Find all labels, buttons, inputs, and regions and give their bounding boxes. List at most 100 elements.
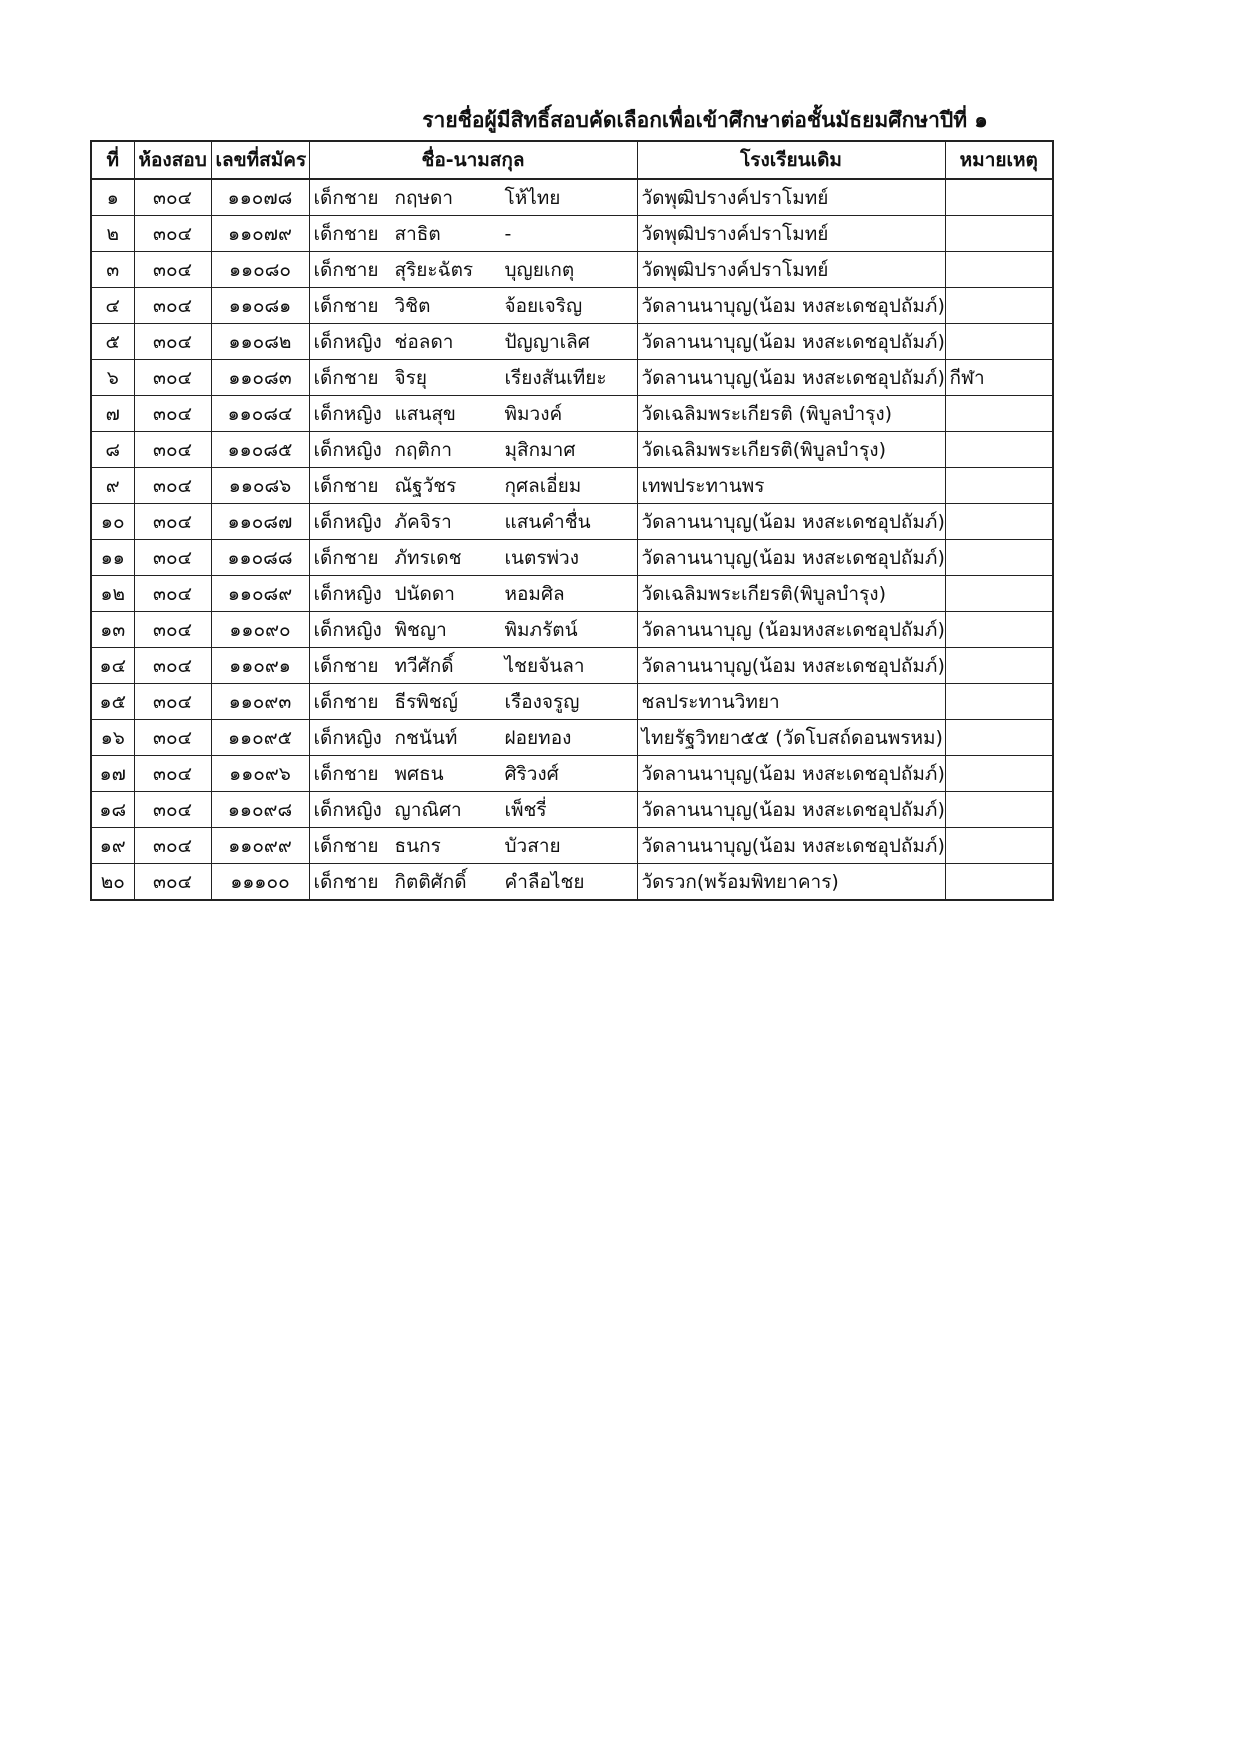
note bbox=[944, 467, 1054, 504]
row-number: ๑๘ bbox=[90, 791, 135, 828]
name-prefix: เด็กชาย bbox=[313, 654, 379, 677]
table-row: ๓๓๐๔ ๑๑๐๘๐ เด็กชาย สุริยะฉัตร บุญยเกตุ วัดพุฒ… bbox=[90, 251, 1054, 288]
exam-room: ๓๐๔ bbox=[133, 719, 212, 756]
row-number: ๑๖ bbox=[90, 719, 135, 756]
application-number: ๑๑๐๙๓ bbox=[210, 683, 310, 720]
name-prefix: เด็กชาย bbox=[313, 294, 379, 317]
application-number: ๑๑๐๗๘ bbox=[210, 178, 310, 216]
last-name: มุสิกมาศ bbox=[504, 438, 576, 461]
name-prefix: เด็กหญิง bbox=[313, 438, 382, 461]
row-number: ๑๐ bbox=[90, 503, 135, 540]
row-number: ๒๐ bbox=[90, 863, 135, 901]
row-number: ๓ bbox=[90, 251, 135, 288]
row-number: ๑ bbox=[90, 178, 135, 216]
exam-room: ๓๐๔ bbox=[133, 287, 212, 324]
name-prefix: เด็กหญิง bbox=[313, 798, 382, 821]
last-name: เพ็ชรี่ bbox=[504, 798, 547, 821]
full-name: เด็กชาย สุริยะฉัตร บุญยเกตุ bbox=[308, 251, 638, 288]
exam-room: ๓๐๔ bbox=[133, 755, 212, 792]
table-row: ๙๓๐๔ ๑๑๐๘๖ เด็กชาย ณัฐวัชร กุศลเอี่ยม เทพประท… bbox=[90, 467, 1054, 504]
table-row: ๑๙ ๓๐๔ ๑๑๐๙๙ เด็กชาย ธนกร บัวสาย วัดลานนาบุญ(น… bbox=[90, 827, 1054, 864]
table-header-row: ที่ ห้องสอบ เลขที่สมัคร ชื่อ-นามสกุล โรง… bbox=[90, 140, 1054, 180]
first-name: ช่อลดา bbox=[394, 330, 454, 353]
first-name: วิชิต bbox=[394, 294, 431, 317]
table-row: ๒๓๐๔ ๑๑๐๗๙ เด็กชาย สาธิต - วัดพุฒิปรางค์ปราโม… bbox=[90, 215, 1054, 252]
previous-school: วัดลานนาบุญ (น้อมหงสะเดชอุปถัมภ์) bbox=[636, 611, 946, 648]
application-number: ๑๑๐๘๖ bbox=[210, 467, 310, 504]
full-name: เด็กชาย ธนกร บัวสาย bbox=[308, 827, 638, 864]
name-prefix: เด็กชาย bbox=[313, 186, 379, 209]
last-name: บุญยเกตุ bbox=[504, 258, 575, 281]
table-row: ๑๓๐๔ ๑๑๐๗๘ เด็กชาย กฤษดา โห้ไทย วัดพุฒิปรางค์… bbox=[90, 178, 1054, 216]
row-number: ๙ bbox=[90, 467, 135, 504]
table-row: ๑๐ ๓๐๔ ๑๑๐๘๗ เด็กหญิง ภัคจิรา แสนคำชื่น วัดลาน… bbox=[90, 503, 1054, 540]
name-prefix: เด็กชาย bbox=[313, 366, 379, 389]
note bbox=[944, 251, 1054, 288]
full-name: เด็กหญิง ญาณิศา เพ็ชรี่ bbox=[308, 791, 638, 828]
previous-school: วัดเฉลิมพระเกียรติ (พิบูลบำรุง) bbox=[636, 395, 946, 432]
row-number: ๑๔ bbox=[90, 647, 135, 684]
first-name: ธนกร bbox=[394, 834, 441, 857]
row-number: ๕ bbox=[90, 323, 135, 360]
table-row: ๑๘ ๓๐๔ ๑๑๐๙๘ เด็กหญิง ญาณิศา เพ็ชรี่ วัดลานนาบ… bbox=[90, 791, 1054, 828]
name-prefix: เด็กหญิง bbox=[313, 726, 382, 749]
row-number: ๖ bbox=[90, 359, 135, 396]
full-name: เด็กชาย กิตติศักดิ์ คำลือไชย bbox=[308, 863, 638, 901]
application-number: ๑๑๐๙๕ bbox=[210, 719, 310, 756]
last-name: จ้อยเจริญ bbox=[504, 294, 583, 317]
name-prefix: เด็กชาย bbox=[313, 834, 379, 857]
table-row: ๖๓๐๔ ๑๑๐๘๓ เด็กชาย จิรยุ เรียงสันเทียะ วัดลาน… bbox=[90, 359, 1054, 396]
exam-room: ๓๐๔ bbox=[133, 251, 212, 288]
table-row: ๕๓๐๔ ๑๑๐๘๒ เด็กหญิง ช่อลดา ปัญญาเลิศ วัดลานนา… bbox=[90, 323, 1054, 360]
table-row: ๑๓ ๓๐๔ ๑๑๐๙๐ เด็กหญิง พิชญา พิมภรัตน์ วัดลานนา… bbox=[90, 611, 1054, 648]
previous-school: ไทยรัฐวิทยา๕๕ (วัดโบสถ์ดอนพรหม) bbox=[636, 719, 946, 756]
application-number: ๑๑๐๘๐ bbox=[210, 251, 310, 288]
full-name: เด็กชาย สาธิต - bbox=[308, 215, 638, 252]
full-name: เด็กหญิง พิชญา พิมภรัตน์ bbox=[308, 611, 638, 648]
name-prefix: เด็กหญิง bbox=[313, 582, 382, 605]
table-row: ๗๓๐๔ ๑๑๐๘๔ เด็กหญิง แสนสุข พิมวงค์ วัดเฉลิมพร… bbox=[90, 395, 1054, 432]
previous-school: วัดลานนาบุญ(น้อม หงสะเดชอุปถัมภ์) bbox=[636, 791, 946, 828]
name-prefix: เด็กชาย bbox=[313, 474, 379, 497]
note bbox=[944, 215, 1054, 252]
note bbox=[944, 683, 1054, 720]
application-number: ๑๑๐๙๘ bbox=[210, 791, 310, 828]
exam-room: ๓๐๔ bbox=[133, 431, 212, 468]
row-number: ๘ bbox=[90, 431, 135, 468]
name-prefix: เด็กชาย bbox=[313, 690, 379, 713]
row-number: ๒ bbox=[90, 215, 135, 252]
table-row: ๒๐ ๓๐๔ ๑๑๑๐๐ เด็กชาย กิตติศักดิ์ คำลือไชย วัดร… bbox=[90, 863, 1054, 901]
exam-room: ๓๐๔ bbox=[133, 827, 212, 864]
row-number: ๑๗ bbox=[90, 755, 135, 792]
note bbox=[944, 755, 1054, 792]
exam-room: ๓๐๔ bbox=[133, 467, 212, 504]
application-number: ๑๑๐๗๙ bbox=[210, 215, 310, 252]
full-name: เด็กชาย จิรยุ เรียงสันเทียะ bbox=[308, 359, 638, 396]
last-name: ไชยจันลา bbox=[504, 654, 585, 677]
note bbox=[944, 431, 1054, 468]
previous-school: วัดเฉลิมพระเกียรติ(พิบูลบำรุง) bbox=[636, 575, 946, 612]
name-prefix: เด็กชาย bbox=[313, 762, 379, 785]
table-row: ๔๓๐๔ ๑๑๐๘๑ เด็กชาย วิชิต จ้อยเจริญ วัดลานนาบุ… bbox=[90, 287, 1054, 324]
application-number: ๑๑๐๘๔ bbox=[210, 395, 310, 432]
full-name: เด็กชาย พศธน ศิริวงศ์ bbox=[308, 755, 638, 792]
note bbox=[944, 287, 1054, 324]
previous-school: วัดลานนาบุญ(น้อม หงสะเดชอุปถัมภ์) bbox=[636, 755, 946, 792]
first-name: ภัทรเดช bbox=[394, 546, 462, 569]
first-name: ปนัดดา bbox=[394, 582, 455, 605]
application-number: ๑๑๐๘๗ bbox=[210, 503, 310, 540]
exam-room: ๓๐๔ bbox=[133, 359, 212, 396]
application-number: ๑๑๐๙๐ bbox=[210, 611, 310, 648]
previous-school: วัดลานนาบุญ(น้อม หงสะเดชอุปถัมภ์) bbox=[636, 539, 946, 576]
previous-school: วัดลานนาบุญ(น้อม หงสะเดชอุปถัมภ์) bbox=[636, 503, 946, 540]
previous-school: วัดลานนาบุญ(น้อม หงสะเดชอุปถัมภ์) bbox=[636, 323, 946, 360]
previous-school: วัดรวก(พร้อมพิทยาคาร) bbox=[636, 863, 946, 901]
full-name: เด็กหญิง กฤติกา มุสิกมาศ bbox=[308, 431, 638, 468]
first-name: สุริยะฉัตร bbox=[394, 258, 474, 281]
name-prefix: เด็กชาย bbox=[313, 222, 379, 245]
application-number: ๑๑๐๙๖ bbox=[210, 755, 310, 792]
note bbox=[944, 503, 1054, 540]
last-name: ปัญญาเลิศ bbox=[504, 330, 590, 353]
row-number: ๑๑ bbox=[90, 539, 135, 576]
header-school: โรงเรียนเดิม bbox=[636, 140, 946, 180]
